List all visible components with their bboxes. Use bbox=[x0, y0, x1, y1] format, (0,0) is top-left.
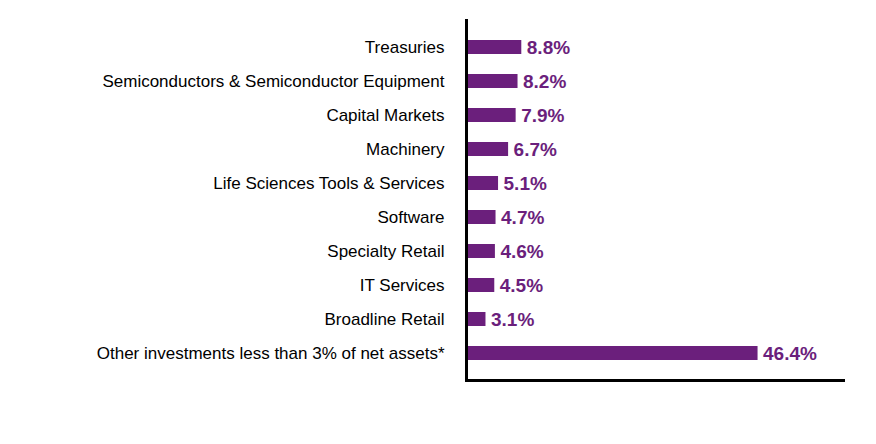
svg-text:Broadline Retail: Broadline Retail bbox=[324, 310, 444, 329]
svg-text:8.8%: 8.8% bbox=[527, 37, 570, 58]
svg-text:Other investments less than 3%: Other investments less than 3% of net as… bbox=[97, 344, 445, 363]
svg-text:IT Services: IT Services bbox=[360, 276, 445, 295]
svg-text:7.9%: 7.9% bbox=[521, 105, 564, 126]
svg-text:Software: Software bbox=[377, 208, 444, 227]
svg-text:4.7%: 4.7% bbox=[501, 207, 544, 228]
svg-text:6.7%: 6.7% bbox=[514, 139, 557, 160]
svg-text:Specialty Retail: Specialty Retail bbox=[327, 242, 444, 261]
svg-text:Machinery: Machinery bbox=[366, 140, 445, 159]
svg-text:8.2%: 8.2% bbox=[523, 71, 566, 92]
svg-text:4.5%: 4.5% bbox=[500, 275, 543, 296]
svg-text:Treasuries: Treasuries bbox=[365, 38, 445, 57]
svg-text:Capital Markets: Capital Markets bbox=[326, 106, 444, 125]
svg-text:3.1%: 3.1% bbox=[491, 309, 534, 330]
svg-text:46.4%: 46.4% bbox=[763, 343, 817, 364]
svg-text:4.6%: 4.6% bbox=[500, 241, 543, 262]
svg-text:Life Sciences Tools & Services: Life Sciences Tools & Services bbox=[213, 174, 444, 193]
svg-text:5.1%: 5.1% bbox=[504, 173, 547, 194]
svg-text:Semiconductors & Semiconductor: Semiconductors & Semiconductor Equipment bbox=[102, 72, 444, 91]
